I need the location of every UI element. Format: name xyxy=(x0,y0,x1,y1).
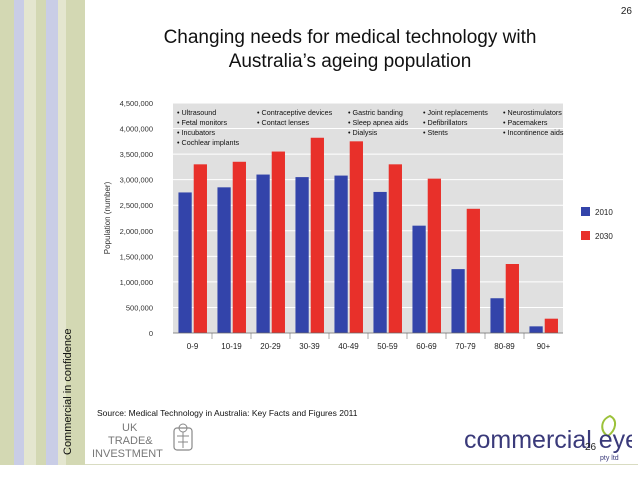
y-tick-label: 4,000,000 xyxy=(120,125,153,134)
x-tick-label: 90+ xyxy=(537,342,551,351)
title-line-2: Australia’s ageing population xyxy=(228,51,472,72)
annotation-item: • Contraceptive devices xyxy=(257,108,333,117)
commercial-eyes-logo: commercial eyes pty ltd xyxy=(464,414,632,462)
logo-ce-main: commercial eyes xyxy=(464,426,632,454)
logo-ukti-line2: TRADE& xyxy=(108,435,153,447)
annotation-item: • Sleep apnea aids xyxy=(348,118,408,127)
x-tick-label: 60-69 xyxy=(416,342,437,351)
bar-2010-60-69 xyxy=(412,225,426,333)
bar-2010-50-59 xyxy=(373,191,387,333)
bar-2010-40-49 xyxy=(334,175,348,333)
y-tick-label: 2,000,000 xyxy=(120,227,153,236)
x-tick-label: 80-89 xyxy=(494,342,515,351)
y-tick-label: 500,000 xyxy=(126,303,153,312)
bar-2030-0-9 xyxy=(193,164,207,333)
x-tick-label: 30-39 xyxy=(299,342,320,351)
annotation-item: • Contact lenses xyxy=(257,118,309,127)
chart-svg: 0 500,000 1,000,000 1,500,000 2,000,000 2,500… xyxy=(103,99,613,351)
annotation-item: • Pacemakers xyxy=(503,118,548,127)
page-number-bottom: 26 xyxy=(585,442,597,453)
annotation-item: • Neurostimulators xyxy=(503,108,562,117)
x-tick-label: 10-19 xyxy=(221,342,242,351)
y-tick-label: 1,500,000 xyxy=(120,252,153,261)
y-tick-label: 1,000,000 xyxy=(120,278,153,287)
annotation-item: • Fetal monitors xyxy=(177,118,227,127)
bar-2010-30-39 xyxy=(295,177,309,333)
logo-ukti-line1: UK xyxy=(122,422,138,434)
y-tick-label: 3,000,000 xyxy=(120,176,153,185)
y-axis-label: Population (number) xyxy=(103,181,112,254)
y-tick-label: 4,500,000 xyxy=(120,99,153,108)
legend-swatch-2010 xyxy=(581,207,590,216)
bar-2010-0-9 xyxy=(178,192,192,333)
source-note: Source: Medical Technology in Australia:… xyxy=(97,408,358,418)
page-number-top: 26 xyxy=(620,6,632,17)
title-line-1: Changing needs for medical technology wi… xyxy=(163,27,537,48)
annotation-item: • Joint replacements xyxy=(423,108,488,117)
bar-2030-50-59 xyxy=(388,164,402,333)
sidebar-stripes xyxy=(0,0,85,465)
annotation-item: • Ultrasound xyxy=(177,108,216,117)
logo-ukti-line3: INVESTMENT xyxy=(92,448,163,460)
confidentiality-label: Commercial in confidence xyxy=(62,328,74,455)
x-tick-label: 20-29 xyxy=(260,342,281,351)
annotation-item: • Dialysis xyxy=(348,128,378,137)
bar-2030-60-69 xyxy=(427,178,441,333)
bar-2030-80-89 xyxy=(505,264,519,333)
x-tick-label: 70-79 xyxy=(455,342,476,351)
x-tick-label: 0-9 xyxy=(187,342,199,351)
y-tick-label: 3,500,000 xyxy=(120,150,153,159)
bar-2010-20-29 xyxy=(256,174,270,333)
legend-swatch-2030 xyxy=(581,231,590,240)
bar-2030-70-79 xyxy=(466,208,480,333)
legend-label-2030: 2030 xyxy=(595,232,613,241)
crest-icon xyxy=(173,423,193,451)
footer-divider xyxy=(85,464,638,465)
bar-2010-90+ xyxy=(529,326,543,333)
bar-2030-30-39 xyxy=(310,137,324,333)
bar-2030-20-29 xyxy=(271,151,285,333)
bar-2030-10-19 xyxy=(232,161,246,333)
bar-2010-70-79 xyxy=(451,269,465,333)
leaf-icon xyxy=(601,414,616,438)
legend-label-2010: 2010 xyxy=(595,208,613,217)
annotation-item: • Incontinence aids xyxy=(503,128,564,137)
logo-ce-sub: pty ltd xyxy=(600,455,619,462)
y-tick-label: 0 xyxy=(149,329,153,338)
slide-title: Changing needs for medical technology wi… xyxy=(95,26,605,74)
annotation-item: • Defibrillators xyxy=(423,118,468,127)
population-chart: 0 500,000 1,000,000 1,500,000 2,000,000 2,500… xyxy=(98,95,633,360)
annotation-item: • Incubators xyxy=(177,128,215,137)
uk-trade-investment-logo: UK TRADE& INVESTMENT xyxy=(92,422,193,460)
bar-2030-90+ xyxy=(544,318,558,333)
annotation-item: • Stents xyxy=(423,128,448,137)
bar-2010-10-19 xyxy=(217,187,231,333)
annotation-item: • Cochlear implants xyxy=(177,138,239,147)
bar-2030-40-49 xyxy=(349,141,363,333)
x-tick-label: 40-49 xyxy=(338,342,359,351)
y-tick-label: 2,500,000 xyxy=(120,201,153,210)
x-tick-label: 50-59 xyxy=(377,342,398,351)
bar-2010-80-89 xyxy=(490,298,504,333)
annotation-item: • Gastric banding xyxy=(348,108,403,117)
